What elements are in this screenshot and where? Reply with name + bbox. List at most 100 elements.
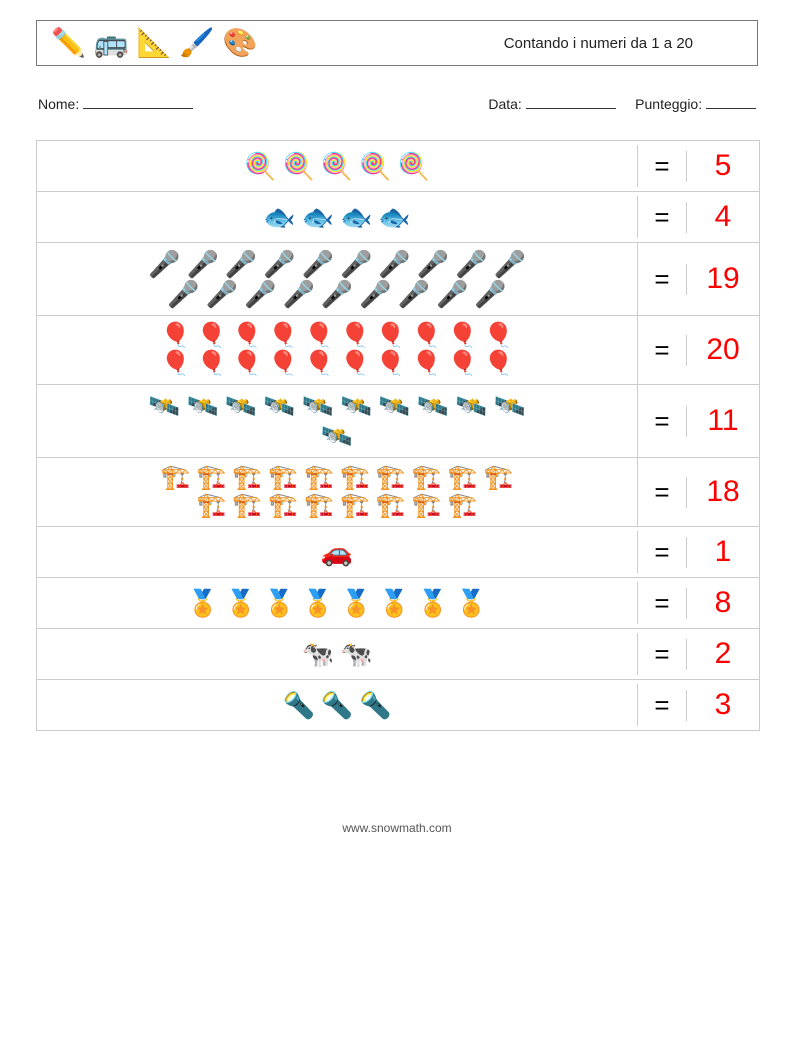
count-icon: 🎤 [455, 251, 487, 277]
counting-table: 🍭🍭🍭🍭🍭=5🐟🐟🐟🐟=4🎤🎤🎤🎤🎤🎤🎤🎤🎤🎤🎤🎤🎤🎤🎤🎤🎤🎤🎤=19🎈🎈🎈🎈🎈… [36, 140, 760, 731]
count-icon: 🎈 [376, 352, 406, 376]
equals-cell: = [638, 477, 687, 508]
count-icon: 🏗️ [196, 466, 226, 490]
count-icon: 🎤 [244, 281, 276, 307]
count-icon: 🛰️ [340, 393, 372, 419]
count-icon: 🏗️ [484, 466, 514, 490]
count-icon: 🏅 [302, 590, 334, 616]
answer-cell: 18 [687, 475, 759, 509]
equals-cell: = [638, 537, 687, 568]
items-cell: 🐟🐟🐟🐟 [37, 196, 638, 238]
items-cell: 🍭🍭🍭🍭🍭 [37, 145, 638, 187]
count-icon: 🎈 [232, 352, 262, 376]
score-label: Punteggio: [635, 96, 702, 112]
name-line [83, 108, 193, 109]
count-icon: 🎤 [321, 281, 353, 307]
answer-cell: 4 [687, 200, 759, 234]
worksheet-page: ✏️🚌📐🖌️🎨 Contando i numeri da 1 a 20 Nome… [0, 0, 794, 845]
items-cell: 🚗 [37, 531, 638, 573]
items-line: 🎈🎈🎈🎈🎈🎈🎈🎈🎈🎈 [161, 350, 514, 378]
count-icon: 🎈 [484, 324, 514, 348]
count-icon: 🏗️ [448, 466, 478, 490]
table-row: 🎈🎈🎈🎈🎈🎈🎈🎈🎈🎈🎈🎈🎈🎈🎈🎈🎈🎈🎈🎈=20 [37, 315, 759, 384]
count-icon: 🎈 [448, 352, 478, 376]
count-icon: 🐟 [263, 204, 295, 230]
count-icon: 🎈 [232, 324, 262, 348]
equals-cell: = [638, 406, 687, 437]
count-icon: 🎈 [412, 352, 442, 376]
count-icon: 🏗️ [376, 494, 406, 518]
count-icon: 🏗️ [232, 494, 262, 518]
table-row: 🏗️🏗️🏗️🏗️🏗️🏗️🏗️🏗️🏗️🏗️🏗️🏗️🏗️🏗️🏗️🏗️🏗️🏗️=18 [37, 457, 759, 526]
count-icon: 🏗️ [196, 494, 226, 518]
header-icon: ✏️ [51, 29, 86, 57]
table-row: 🎤🎤🎤🎤🎤🎤🎤🎤🎤🎤🎤🎤🎤🎤🎤🎤🎤🎤🎤=19 [37, 242, 759, 315]
count-icon: 🏅 [455, 590, 487, 616]
table-row: 🚗=1 [37, 526, 759, 577]
answer-cell: 8 [687, 586, 759, 620]
answer-cell: 3 [687, 688, 759, 722]
count-icon: 🎤 [398, 281, 430, 307]
items-line: 🚗 [321, 537, 353, 567]
count-icon: 🏗️ [340, 494, 370, 518]
items-cell: 🏅🏅🏅🏅🏅🏅🏅🏅 [37, 582, 638, 624]
table-row: 🐟🐟🐟🐟=4 [37, 191, 759, 242]
table-row: 🔦🔦🔦=3 [37, 679, 759, 730]
items-line: 🎤🎤🎤🎤🎤🎤🎤🎤🎤 [167, 279, 506, 309]
count-icon: 🎈 [161, 352, 191, 376]
date-line [526, 108, 616, 109]
count-icon: 🍭 [398, 153, 430, 179]
items-line: 🍭🍭🍭🍭🍭 [244, 151, 430, 181]
worksheet-title: Contando i numeri da 1 a 20 [504, 35, 693, 52]
count-icon: 🏗️ [304, 466, 334, 490]
count-icon: 🔦 [321, 692, 353, 718]
date-field: Data: [488, 96, 615, 112]
items-cell: 🔦🔦🔦 [37, 684, 638, 726]
equals-cell: = [638, 639, 687, 670]
answer-cell: 11 [687, 404, 759, 438]
count-icon: 🎈 [196, 324, 226, 348]
header-icon: 📐 [137, 29, 172, 57]
count-icon: 🐄 [302, 641, 334, 667]
count-icon: 🛰️ [187, 393, 219, 419]
score-field: Punteggio: [635, 96, 756, 112]
count-icon: 🍭 [321, 153, 353, 179]
items-line: 🛰️ [321, 421, 353, 451]
count-icon: 🎈 [376, 324, 406, 348]
count-icon: 🎈 [268, 352, 298, 376]
date-label: Data: [488, 96, 521, 112]
count-icon: 🛰️ [302, 393, 334, 419]
score-line [706, 108, 756, 109]
items-cell: 🐄🐄 [37, 633, 638, 675]
count-icon: 🎤 [282, 281, 314, 307]
footer-url: www.snowmath.com [36, 821, 758, 835]
items-cell: 🛰️🛰️🛰️🛰️🛰️🛰️🛰️🛰️🛰️🛰️🛰️ [37, 385, 638, 457]
count-icon: 🏅 [187, 590, 219, 616]
count-icon: 🎤 [359, 281, 391, 307]
count-icon: 🏗️ [448, 494, 478, 518]
count-icon: 🏗️ [161, 466, 191, 490]
items-line: 🏗️🏗️🏗️🏗️🏗️🏗️🏗️🏗️ [196, 492, 477, 520]
table-row: 🐄🐄=2 [37, 628, 759, 679]
answer-cell: 2 [687, 637, 759, 671]
count-icon: 🛰️ [321, 423, 353, 449]
items-line: 🎈🎈🎈🎈🎈🎈🎈🎈🎈🎈 [161, 322, 514, 350]
count-icon: 🎈 [304, 324, 334, 348]
count-icon: 🏗️ [268, 466, 298, 490]
count-icon: 🎈 [196, 352, 226, 376]
count-icon: 🎈 [268, 324, 298, 348]
count-icon: 🍭 [282, 153, 314, 179]
info-row: Nome: Data: Punteggio: [36, 96, 758, 112]
count-icon: 🏗️ [376, 466, 406, 490]
answer-cell: 20 [687, 333, 759, 367]
right-fields: Data: Punteggio: [488, 96, 756, 112]
count-icon: 🛰️ [455, 393, 487, 419]
equals-cell: = [638, 202, 687, 233]
count-icon: 🍭 [244, 153, 276, 179]
answer-cell: 5 [687, 149, 759, 183]
count-icon: 🎈 [161, 324, 191, 348]
count-icon: 🎈 [484, 352, 514, 376]
count-icon: 🏅 [417, 590, 449, 616]
count-icon: 🐟 [340, 204, 372, 230]
items-cell: 🎈🎈🎈🎈🎈🎈🎈🎈🎈🎈🎈🎈🎈🎈🎈🎈🎈🎈🎈🎈 [37, 316, 638, 384]
